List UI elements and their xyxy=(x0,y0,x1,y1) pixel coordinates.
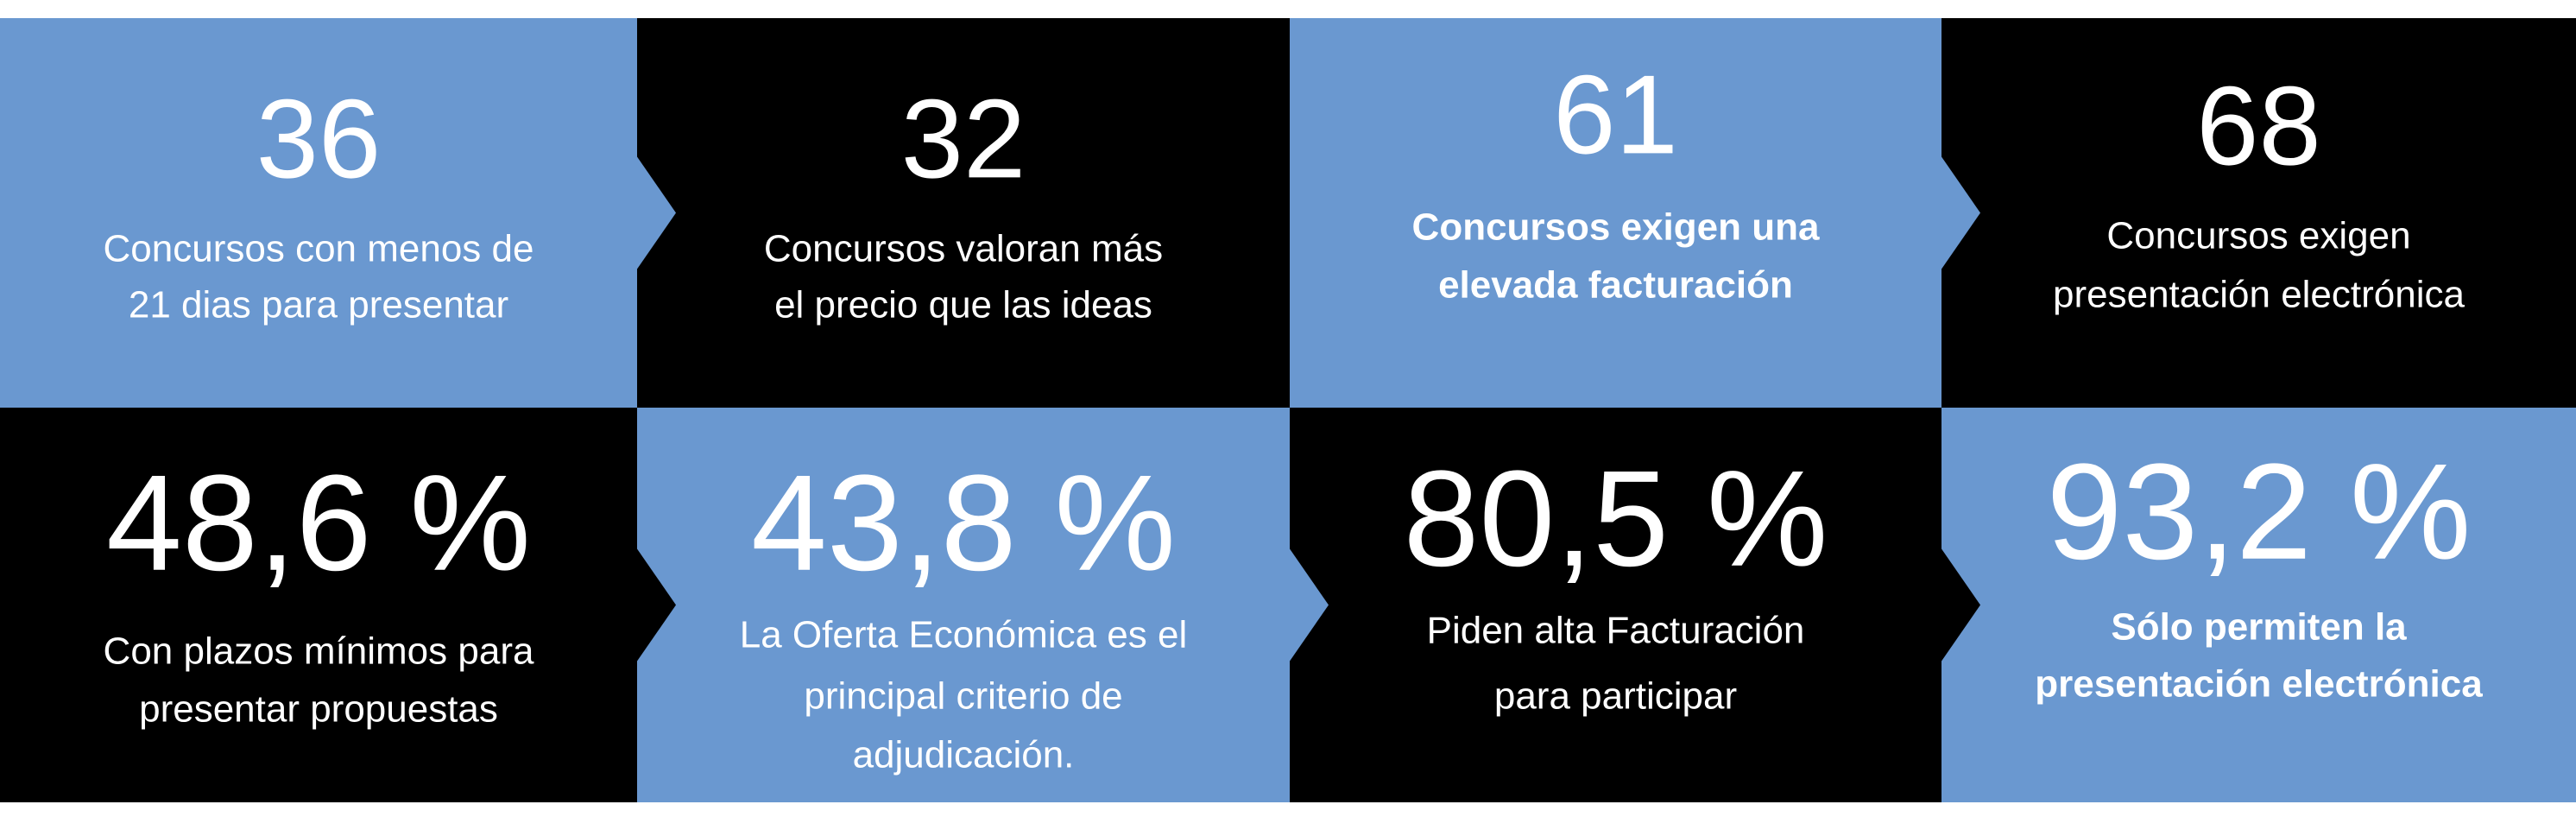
tile-number: 36 xyxy=(256,75,382,201)
arrow xyxy=(1941,548,1980,662)
tile xyxy=(0,18,638,408)
tile-description: La Oferta Económica es el xyxy=(740,614,1187,656)
tile xyxy=(1290,18,1942,408)
tile-description: para participar xyxy=(1494,675,1737,718)
tile-description: Concursos exigen xyxy=(2106,215,2410,257)
tile-description: presentación electrónica xyxy=(2053,274,2465,316)
tile-description: 21 dias para presentar xyxy=(129,284,508,326)
tile-description: Con plazos mínimos para xyxy=(104,630,534,673)
tile-description: adjudicación. xyxy=(853,734,1075,776)
tile-description: Concursos con menos de xyxy=(104,228,534,270)
arrow xyxy=(1941,156,1980,269)
tile-description: presentar propuestas xyxy=(139,688,498,731)
tile-number: 32 xyxy=(901,75,1026,201)
tile-description: Concursos exigen una xyxy=(1412,206,1820,249)
tile xyxy=(637,18,1291,408)
arrow xyxy=(637,548,676,662)
tile xyxy=(0,408,638,802)
tile-description: Concursos valoran más xyxy=(764,228,1163,270)
tile-description: el precio que las ideas xyxy=(774,284,1152,326)
arrow xyxy=(637,156,676,269)
tile-number: 93,2 % xyxy=(2047,436,2472,588)
tile-number: 48,6 % xyxy=(106,447,531,599)
tile xyxy=(637,408,1291,802)
tile xyxy=(1941,18,2576,408)
tile xyxy=(1941,408,2576,802)
tile-description: Piden alta Facturación xyxy=(1427,610,1805,652)
tile-number: 68 xyxy=(2196,62,2321,188)
tile-description: Sólo permiten la xyxy=(2111,606,2407,649)
tile-description: principal criterio de xyxy=(804,675,1122,718)
tile-description: elevada facturación xyxy=(1438,264,1793,307)
tile-number: 43,8 % xyxy=(751,447,1176,599)
tile-number: 61 xyxy=(1553,51,1678,177)
tile xyxy=(1290,408,1942,802)
arrow xyxy=(1290,548,1329,662)
tile-number: 80,5 % xyxy=(1404,443,1828,595)
tile-description: presentación electrónica xyxy=(2035,663,2483,706)
